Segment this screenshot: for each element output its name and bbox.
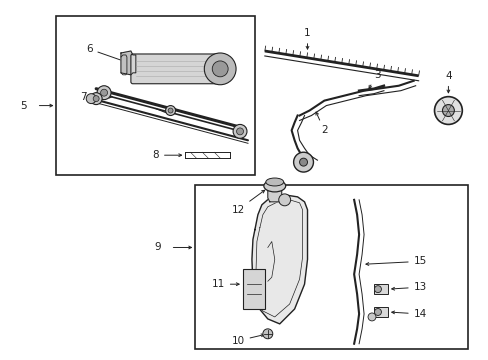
Circle shape (434, 96, 461, 125)
Circle shape (86, 94, 96, 104)
Bar (373, 284, 387, 294)
Circle shape (374, 309, 381, 315)
Circle shape (278, 194, 290, 206)
Text: 3: 3 (368, 70, 380, 88)
Text: 2: 2 (315, 112, 327, 135)
Circle shape (367, 313, 375, 321)
Bar (373, 307, 387, 317)
Polygon shape (121, 51, 136, 75)
Text: 1: 1 (304, 28, 310, 49)
Circle shape (97, 86, 111, 100)
FancyBboxPatch shape (131, 54, 219, 84)
Circle shape (374, 286, 381, 293)
Text: 6: 6 (86, 44, 125, 62)
Circle shape (165, 105, 175, 116)
Text: 15: 15 (365, 256, 426, 266)
Circle shape (442, 105, 453, 117)
Circle shape (93, 96, 99, 102)
Circle shape (263, 329, 272, 339)
Circle shape (233, 125, 246, 138)
Text: 9: 9 (154, 243, 161, 252)
Bar (56, 16, 254, 175)
Text: 11: 11 (211, 279, 239, 289)
Bar (243, 269, 264, 309)
Text: 10: 10 (231, 334, 264, 346)
Circle shape (212, 61, 228, 77)
Circle shape (204, 53, 236, 85)
Polygon shape (251, 195, 307, 324)
Circle shape (101, 89, 107, 96)
Circle shape (299, 158, 307, 166)
Text: 13: 13 (391, 282, 426, 292)
Text: 7: 7 (80, 92, 112, 102)
Bar (195, 185, 468, 349)
Circle shape (90, 93, 102, 105)
Polygon shape (267, 190, 281, 202)
Ellipse shape (265, 178, 283, 186)
Text: 8: 8 (152, 150, 181, 160)
Circle shape (293, 152, 313, 172)
Ellipse shape (264, 180, 285, 192)
Circle shape (168, 108, 173, 113)
Text: 4: 4 (444, 71, 451, 93)
Text: 5: 5 (20, 100, 27, 111)
Text: 12: 12 (231, 190, 264, 215)
Text: 14: 14 (391, 309, 426, 319)
Circle shape (236, 128, 243, 135)
